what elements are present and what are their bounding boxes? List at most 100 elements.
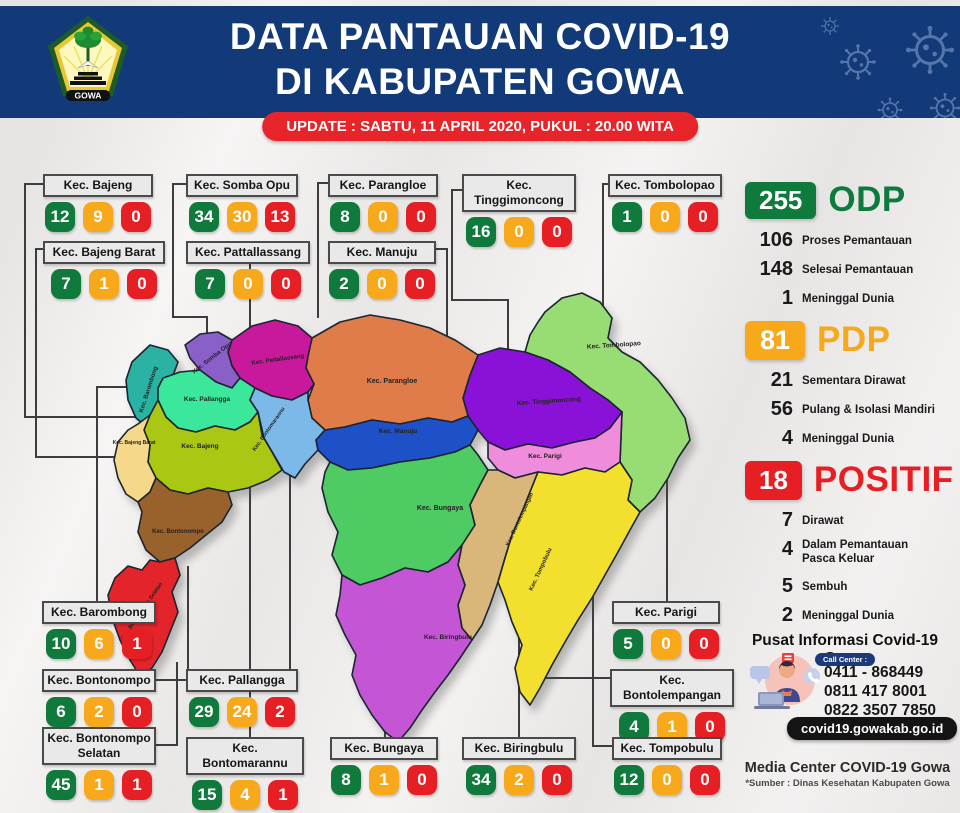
district-name-label: Kec. Bontonompo Selatan bbox=[42, 727, 156, 765]
district-name-label: Kec. Barombong bbox=[42, 601, 156, 624]
district-panel-bontonompo-selatan: Kec. Bontonompo Selatan 45 1 1 bbox=[42, 727, 156, 800]
phone-number: 0822 3507 7850 bbox=[824, 702, 937, 719]
positif-count-chip: 0 bbox=[127, 269, 157, 299]
positif-count-chip: 1 bbox=[122, 629, 152, 659]
stat-label: Meninggal Dunia bbox=[802, 293, 894, 305]
map-label: Kec. Manuju bbox=[379, 428, 417, 435]
stat-number: 4 bbox=[781, 538, 793, 560]
pdp-count-chip: 1 bbox=[89, 269, 119, 299]
positif-count-chip: 13 bbox=[265, 202, 295, 232]
district-panel-parigi: Kec. Parigi 5 0 0 bbox=[612, 601, 720, 659]
call-center-phone-numbers: 0411 - 868449 0811 417 8001 0822 3507 78… bbox=[824, 663, 936, 720]
district-name-label: Kec. Bajeng bbox=[43, 174, 153, 197]
stat-number: 1 bbox=[781, 287, 793, 309]
district-panel-parangloe: Kec. Parangloe 8 0 0 bbox=[328, 174, 438, 232]
odp-count-chip: 7 bbox=[195, 269, 225, 299]
odp-count-chip: 2 bbox=[329, 269, 359, 299]
positif-count-chip: 1 bbox=[268, 780, 298, 810]
call-center-illustration bbox=[750, 653, 820, 709]
odp-summary: 255 ODP 106 Proses Pemantauan 148 Selesai … bbox=[745, 180, 955, 317]
call-center-label: Call Center : bbox=[815, 653, 876, 666]
pdp-count-chip: 6 bbox=[84, 629, 114, 659]
odp-count-chip: 15 bbox=[192, 780, 222, 810]
data-source-note: *Sumber : Dinas Kesehatan Kabupaten Gowa bbox=[745, 778, 950, 789]
stat-label: Sementara Dirawat bbox=[802, 375, 906, 387]
district-panel-manuju: Kec. Manuju 2 0 0 bbox=[328, 241, 436, 299]
title-line-1: DATA PANTAUAN COVID-19 bbox=[229, 16, 731, 57]
map-region-bontonompo bbox=[137, 477, 233, 563]
map-label: Kec. Parigi bbox=[528, 453, 562, 460]
district-name-label: Kec. Manuju bbox=[328, 241, 436, 264]
map-label: Kec. Bontonompo bbox=[152, 529, 204, 535]
pdp-count-chip: 0 bbox=[233, 269, 263, 299]
district-panel-pattallassang: Kec. Pattallassang 7 0 0 bbox=[186, 241, 310, 299]
positif-count-chip: 0 bbox=[405, 269, 435, 299]
positif-count-chip: 0 bbox=[121, 202, 151, 232]
pdp-title: PDP bbox=[817, 320, 891, 359]
stat-label: Dalam Pemantauan Pasca Keluar bbox=[802, 539, 909, 565]
odp-title: ODP bbox=[828, 180, 906, 219]
stat-number: 21 bbox=[770, 369, 793, 391]
district-panel-tompobulu: Kec. Tompobulu 12 0 0 bbox=[612, 737, 722, 795]
odp-count-chip: 8 bbox=[330, 202, 360, 232]
phone-number: 0811 417 8001 bbox=[824, 683, 927, 700]
website-link-pill[interactable]: covid19.gowakab.go.id bbox=[787, 717, 958, 740]
district-name-label: Kec. Bungaya bbox=[330, 737, 438, 760]
district-panel-barombong: Kec. Barombong 10 6 1 bbox=[42, 601, 156, 659]
district-panel-tinggimoncong: Kec. Tinggimoncong 16 0 0 bbox=[462, 174, 576, 247]
stat-number: 4 bbox=[781, 427, 793, 449]
odp-count-chip: 34 bbox=[189, 202, 219, 232]
positif-count-chip: 0 bbox=[542, 765, 572, 795]
map-label: Kec. Bajeng Barat bbox=[113, 440, 156, 446]
odp-count-chip: 6 bbox=[46, 697, 76, 727]
odp-count-chip: 16 bbox=[466, 217, 496, 247]
district-name-label: Kec. Bontonompo bbox=[42, 669, 156, 692]
map-label: Kec. Bajeng bbox=[181, 443, 218, 450]
stat-label: Dirawat bbox=[802, 515, 844, 527]
update-timestamp-pill: UPDATE : SABTU, 11 APRIL 2020, PUKUL : 2… bbox=[262, 112, 698, 141]
district-name-label: Kec. Somba Opu bbox=[186, 174, 298, 197]
positif-count-chip: 1 bbox=[122, 770, 152, 800]
map-region-somba-opu bbox=[184, 331, 241, 389]
stat-label: Proses Pemantauan bbox=[802, 235, 912, 247]
stat-label: Selesai Pemantauan bbox=[802, 264, 914, 276]
pdp-count-chip: 30 bbox=[227, 202, 257, 232]
map-region-bajeng-barat bbox=[113, 414, 157, 503]
logo-text: GOWA bbox=[75, 91, 102, 101]
district-panel-somba-opu: Kec. Somba Opu 34 30 13 bbox=[186, 174, 298, 232]
stat-number: 2 bbox=[781, 603, 793, 626]
district-name-label: Kec. Tinggimoncong bbox=[462, 174, 576, 212]
pdp-count-chip: 0 bbox=[650, 202, 680, 232]
odp-count-chip: 7 bbox=[51, 269, 81, 299]
stat-label: Pulang & Isolasi Mandiri bbox=[802, 404, 935, 416]
odp-count-chip: 8 bbox=[331, 765, 361, 795]
odp-count-chip: 12 bbox=[614, 765, 644, 795]
map-label: Kec. Bungaya bbox=[417, 505, 463, 512]
pdp-count-chip: 9 bbox=[83, 202, 113, 232]
pdp-count-chip: 0 bbox=[367, 269, 397, 299]
positif-count-chip: 0 bbox=[271, 269, 301, 299]
title-line-2: DI KABUPATEN GOWA bbox=[274, 61, 685, 102]
stat-number: 148 bbox=[759, 258, 793, 280]
pdp-count-chip: 1 bbox=[84, 770, 114, 800]
district-name-label: Kec. Pallangga bbox=[186, 669, 298, 692]
pdp-count-chip: 24 bbox=[227, 697, 257, 727]
odp-count-chip: 45 bbox=[46, 770, 76, 800]
positif-summary: 18 POSITIF 7 Dirawat 4 Dalam Pemantauan Pa… bbox=[745, 460, 955, 634]
odp-count-chip: 1 bbox=[612, 202, 642, 232]
pdp-count-chip: 0 bbox=[651, 629, 681, 659]
odp-count-chip: 29 bbox=[189, 697, 219, 727]
district-panel-bontonompo: Kec. Bontonompo 6 2 0 bbox=[42, 669, 156, 727]
map-label: Kec. Tinggimoncong bbox=[517, 396, 582, 407]
positif-count-chip: 0 bbox=[122, 697, 152, 727]
stat-label: Meninggal Dunia bbox=[802, 433, 894, 445]
positif-count-chip: 0 bbox=[690, 765, 720, 795]
district-name-label: Kec. Bajeng Barat bbox=[43, 241, 165, 264]
positif-total-badge: 18 bbox=[745, 460, 802, 500]
district-name-label: Kec. Biringbulu bbox=[462, 737, 576, 760]
district-name-label: Kec. Bontolempangan bbox=[610, 669, 734, 707]
pdp-summary: 81 PDP 21 Sementara Dirawat 56 Pulang & Is… bbox=[745, 320, 955, 457]
positif-title: POSITIF bbox=[813, 460, 954, 499]
odp-count-chip: 34 bbox=[466, 765, 496, 795]
header-banner: GOWA DATA PANTAUAN COVID-19 DI KABUPATEN… bbox=[0, 6, 960, 118]
